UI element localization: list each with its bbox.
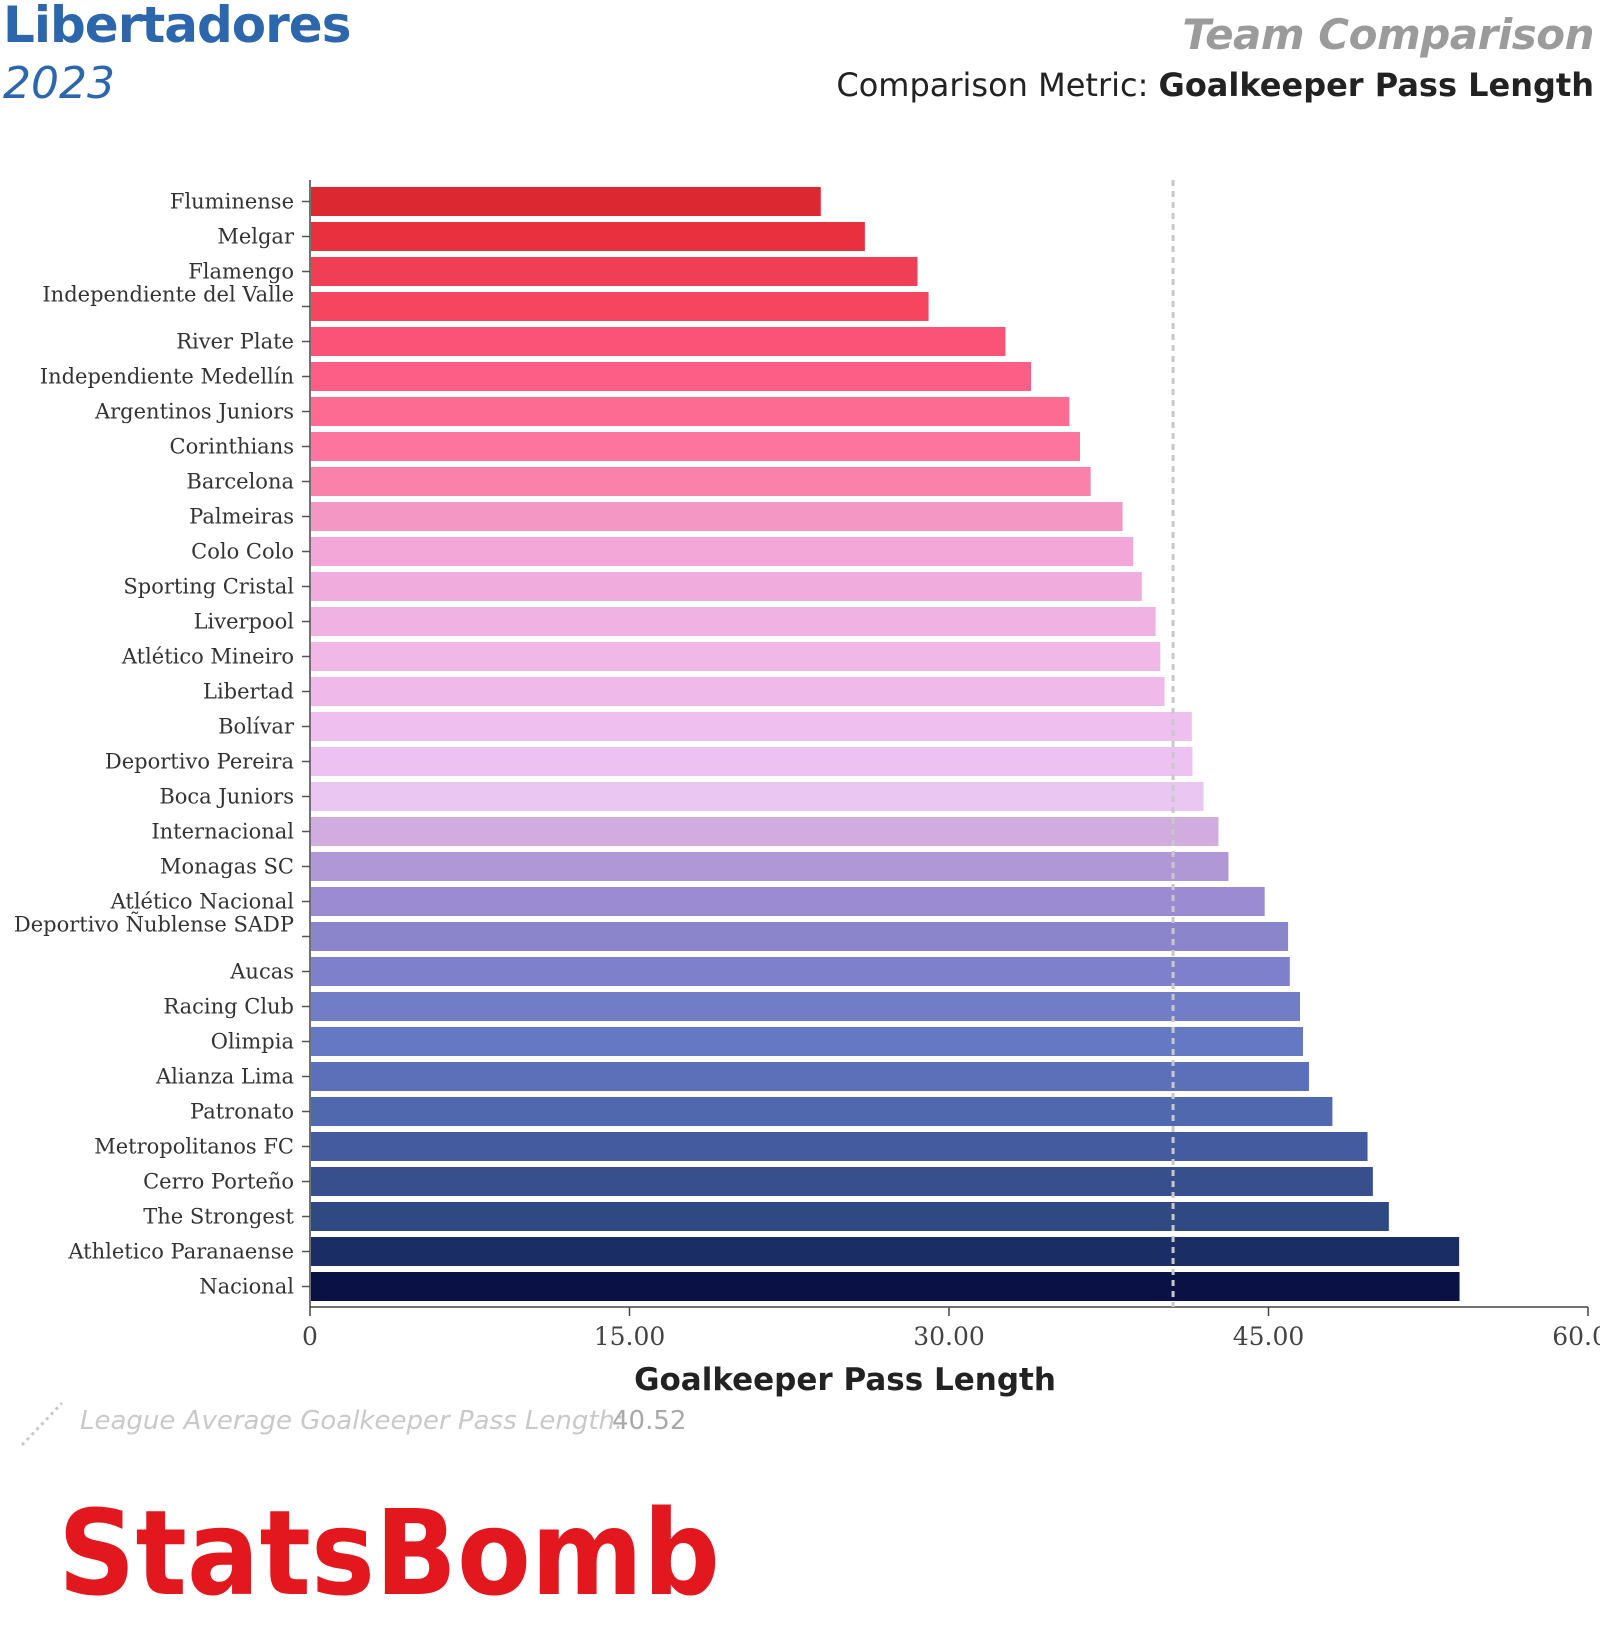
dotted-line-icon bbox=[20, 1401, 64, 1447]
bar bbox=[311, 957, 1290, 986]
league-average-note: League Average Goalkeeper Pass Length: 4… bbox=[20, 1400, 780, 1450]
category-label: Internacional bbox=[151, 820, 294, 844]
x-tick-label: 45.00 bbox=[1233, 1322, 1305, 1351]
category-label: Fluminense bbox=[170, 190, 294, 214]
category-label: Monagas SC bbox=[160, 855, 294, 879]
bar bbox=[311, 992, 1301, 1021]
bar bbox=[311, 887, 1265, 916]
x-tick-label: 30.00 bbox=[913, 1322, 985, 1351]
x-tick-label: 0 bbox=[302, 1322, 318, 1351]
bar bbox=[311, 467, 1091, 496]
bar bbox=[311, 572, 1142, 601]
category-label: The Strongest bbox=[143, 1205, 294, 1229]
bar bbox=[311, 1027, 1304, 1056]
comparison-metric: Comparison Metric: Goalkeeper Pass Lengt… bbox=[836, 66, 1594, 104]
category-label: Flamengo bbox=[188, 260, 294, 284]
bar bbox=[311, 642, 1161, 671]
category-label: Racing Club bbox=[163, 995, 294, 1019]
bar bbox=[311, 1202, 1389, 1231]
bar bbox=[311, 922, 1289, 951]
bar bbox=[311, 502, 1123, 531]
category-label: Atlético Nacional bbox=[110, 890, 295, 914]
x-tick-label: 60.00 bbox=[1552, 1322, 1600, 1351]
bar bbox=[311, 712, 1192, 741]
bar bbox=[311, 607, 1156, 636]
category-label: Boca Juniors bbox=[159, 785, 294, 809]
statsbomb-logo: StatsBomb bbox=[58, 1484, 720, 1622]
bar bbox=[311, 1272, 1460, 1301]
bar bbox=[311, 432, 1080, 461]
view-title: Team Comparison bbox=[1182, 10, 1594, 59]
bar bbox=[311, 222, 865, 251]
category-label: Bolívar bbox=[218, 715, 295, 739]
bar bbox=[311, 747, 1193, 776]
category-label: River Plate bbox=[176, 330, 294, 354]
category-label: Deportivo Pereira bbox=[105, 750, 294, 774]
category-label: Deportivo Ñublense SADP bbox=[14, 913, 294, 937]
category-label: Palmeiras bbox=[189, 505, 294, 529]
category-label: Melgar bbox=[217, 225, 295, 249]
category-label: Athletico Paranaense bbox=[67, 1240, 294, 1264]
bar bbox=[311, 1167, 1373, 1196]
category-label: Corinthians bbox=[170, 435, 295, 459]
metric-prefix: Comparison Metric: bbox=[836, 66, 1149, 104]
bar bbox=[311, 1097, 1333, 1126]
category-label: Argentinos Juniors bbox=[94, 400, 294, 424]
competition-title: Libertadores bbox=[3, 0, 351, 54]
category-label: Atlético Mineiro bbox=[121, 645, 294, 669]
bar bbox=[311, 1062, 1309, 1091]
category-label: Independiente Medellín bbox=[40, 365, 294, 389]
bar bbox=[311, 187, 821, 216]
metric-name: Goalkeeper Pass Length bbox=[1158, 66, 1594, 104]
category-label: Sporting Cristal bbox=[123, 575, 294, 599]
logo-wordmark: StatsBomb bbox=[58, 1484, 720, 1622]
category-label: Olimpia bbox=[211, 1030, 294, 1054]
category-label: Metropolitanos FC bbox=[94, 1135, 294, 1159]
category-label: Patronato bbox=[190, 1100, 294, 1124]
bar bbox=[311, 1132, 1368, 1161]
bar bbox=[311, 1237, 1460, 1266]
category-label: Cerro Porteño bbox=[143, 1170, 294, 1194]
category-label: Aucas bbox=[229, 960, 294, 984]
league-average-value: 40.52 bbox=[612, 1406, 687, 1436]
bar bbox=[311, 817, 1219, 846]
league-average-label: League Average Goalkeeper Pass Length: bbox=[80, 1406, 624, 1436]
category-label: Colo Colo bbox=[191, 540, 294, 564]
bar bbox=[311, 327, 1006, 356]
category-label: Nacional bbox=[199, 1275, 294, 1299]
category-label: Barcelona bbox=[186, 470, 294, 494]
season-label: 2023 bbox=[3, 58, 115, 109]
category-label: Independiente del Valle bbox=[42, 283, 294, 307]
bar bbox=[311, 852, 1229, 881]
bar bbox=[311, 537, 1134, 566]
bar bbox=[311, 257, 918, 286]
category-label: Liverpool bbox=[194, 610, 295, 634]
category-label: Libertad bbox=[203, 680, 294, 704]
bar bbox=[311, 362, 1032, 391]
bar bbox=[311, 292, 929, 321]
bar bbox=[311, 782, 1204, 811]
x-axis-title: Goalkeeper Pass Length bbox=[634, 1362, 1056, 1398]
bar bbox=[311, 677, 1165, 706]
category-label: Alianza Lima bbox=[155, 1065, 294, 1089]
bar bbox=[311, 397, 1070, 426]
x-tick-label: 15.00 bbox=[594, 1322, 666, 1351]
